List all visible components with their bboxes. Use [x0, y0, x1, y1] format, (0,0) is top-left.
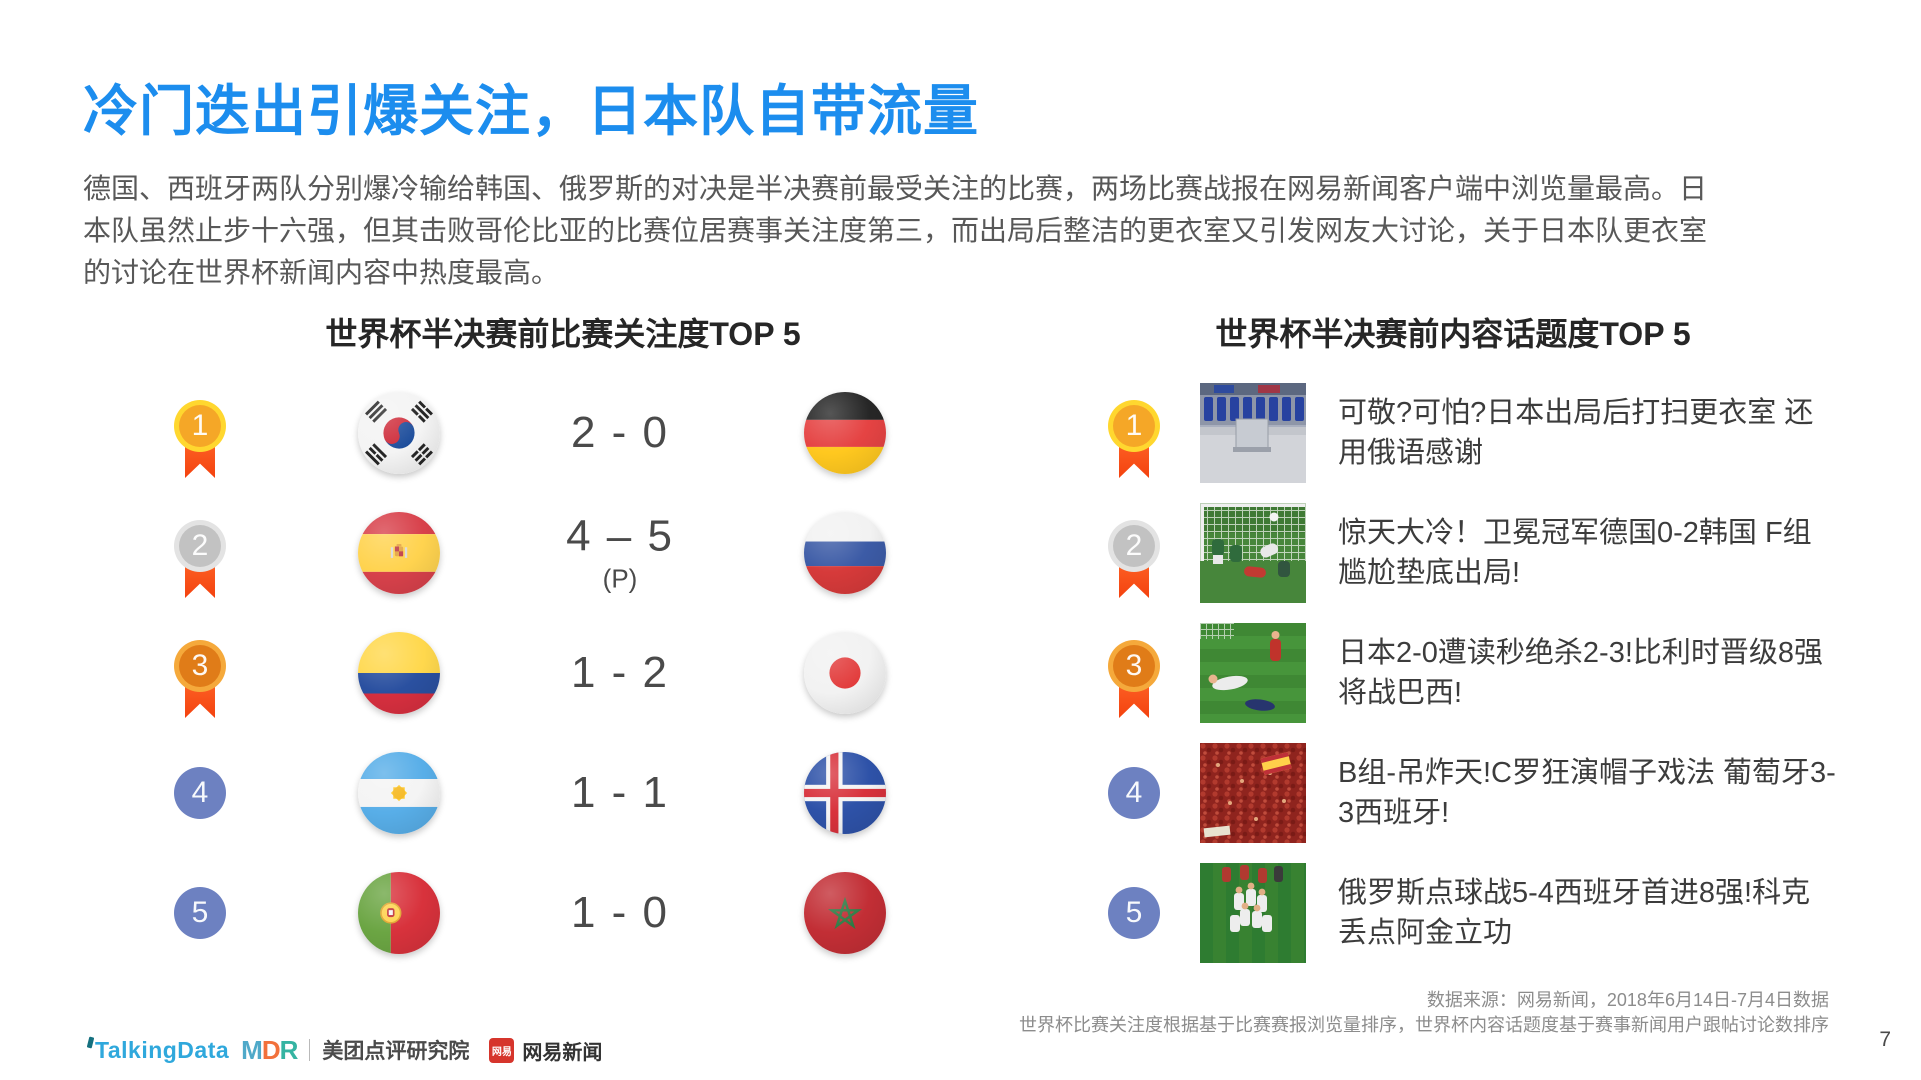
players-on-pitch-photo [1200, 623, 1306, 723]
page-number: 7 [1879, 1028, 1891, 1051]
match-row-1: 1 2 - 0 [0, 373, 1921, 493]
flag-south-korea-icon [358, 392, 440, 474]
locker-room-photo [1200, 383, 1306, 483]
match-score-4: 1 - 1 [570, 768, 670, 817]
mdr-logo: M D R [241, 1034, 298, 1065]
rank-5-circle-icon: 5 [174, 887, 226, 987]
news-row-5: 5 俄罗斯点球战5-4西班牙首进8强!科克丢点阿金立功 [0, 853, 1921, 973]
news-headline-3: 日本2-0遭读秒绝杀2-3!比利时晋级8强将战巴西! [1338, 637, 1824, 709]
intro-line-2: 本队虽然止步十六强，但其击败哥伦比亚的比赛位居赛事关注度第三，而出局后整洁的更衣… [83, 215, 1708, 246]
match-row-5: 5 1 - 0 [0, 853, 1921, 973]
red-fans-photo [1200, 743, 1306, 843]
penalty-note: (P) [602, 563, 638, 594]
right-panel-title: 世界杯半决赛前内容话题度TOP 5 [1215, 316, 1691, 352]
match-score-5: 1 - 0 [570, 888, 670, 937]
silver-medal-icon: 2 [174, 520, 226, 620]
gold-medal-icon: 1 [1108, 400, 1160, 500]
data-source-line-2: 世界杯比赛关注度根据基于比赛赛报浏览量排序，世界杯内容话题度基于赛事新闻用户跟帖… [1019, 1015, 1829, 1035]
rank-5-circle-icon: 5 [1108, 887, 1160, 987]
rank-4-circle-icon: 4 [174, 767, 226, 867]
netease-news-logo: 网易新闻 [522, 1041, 603, 1064]
bronze-medal-icon: 3 [174, 640, 226, 740]
page-title: 冷门迭出引爆关注，日本队自带流量 [83, 80, 980, 142]
intro-line-3: 的讨论在世界杯新闻内容中热度最高。 [83, 257, 560, 288]
news-headline-5: 俄罗斯点球战5-4西班牙首进8强!科克丢点阿金立功 [1338, 877, 1811, 949]
news-headline-1: 可敬?可怕?日本出局后打扫更衣室 还用俄语感谢 [1338, 397, 1814, 469]
match-score-2: 4 – 5 (P) [500, 512, 740, 595]
silver-medal-icon: 2 [1108, 520, 1160, 620]
meituan-dianping-institute-logo: 美团点评研究院 [322, 1040, 470, 1063]
talkingdata-logo: TalkingData [86, 1036, 229, 1064]
rank-4-circle-icon: 4 [1108, 767, 1160, 867]
news-row-2: 2 惊天大冷！卫冕冠军德国0-2韩国 F组尴尬垫底出局! [0, 493, 1921, 613]
gold-medal-icon: 1 [174, 400, 226, 500]
news-headline-4: B组-吊炸天!C罗狂演帽子戏法 葡萄牙3-3西班牙! [1338, 757, 1836, 829]
logo-divider [309, 1039, 311, 1061]
talkingdata-tick-icon [86, 1036, 95, 1048]
footer-logos: TalkingData M D R 美团点评研究院 网易 网易新闻 [86, 1034, 603, 1065]
intro-line-1: 德国、西班牙两队分别爆冷输给韩国、俄罗斯的对决是半决赛前最受关注的比赛，两场比赛… [83, 173, 1708, 204]
flag-morocco-icon [804, 872, 886, 954]
flag-spain-icon [358, 512, 440, 594]
news-headline-2: 惊天大冷！卫冕冠军德国0-2韩国 F组尴尬垫底出局! [1338, 517, 1812, 589]
flag-iceland-icon [804, 752, 886, 834]
netease-badge-icon: 网易 [489, 1037, 515, 1063]
team-celebration-photo [1200, 863, 1306, 963]
match-score-1: 2 - 0 [570, 408, 670, 457]
intro-paragraph: 德国、西班牙两队分别爆冷输给韩国、俄罗斯的对决是半决赛前最受关注的比赛，两场比赛… [83, 168, 1707, 294]
data-source-note: 数据来源：网易新闻，2018年6月14日-7月4日数据 世界杯比赛关注度根据基于… [1019, 988, 1829, 1038]
news-row-3: 3 日本2-0遭读秒绝杀2-3!比利时晋级8强将战巴西! [0, 613, 1921, 733]
match-row-4: 4 1 - 1 [0, 733, 1921, 853]
flag-japan-icon [804, 632, 886, 714]
match-row-3: 3 1 - 2 [0, 613, 1921, 733]
bronze-medal-icon: 3 [1108, 640, 1160, 740]
news-row-1: 1 可敬?可怕?日本出局后打扫更衣室 还用俄语感谢 [0, 373, 1921, 493]
data-source-line-1: 数据来源：网易新闻，2018年6月14日-7月4日数据 [1426, 990, 1829, 1010]
left-panel-title: 世界杯半决赛前比赛关注度TOP 5 [325, 316, 801, 352]
match-row-2: 2 4 – 5 (P) [0, 493, 1921, 613]
match-score-3: 1 - 2 [570, 648, 670, 697]
goal-net-photo [1200, 503, 1306, 603]
news-row-4: 4 B组-吊炸天!C罗狂演帽子戏法 葡萄牙3-3西班牙! [0, 733, 1921, 853]
